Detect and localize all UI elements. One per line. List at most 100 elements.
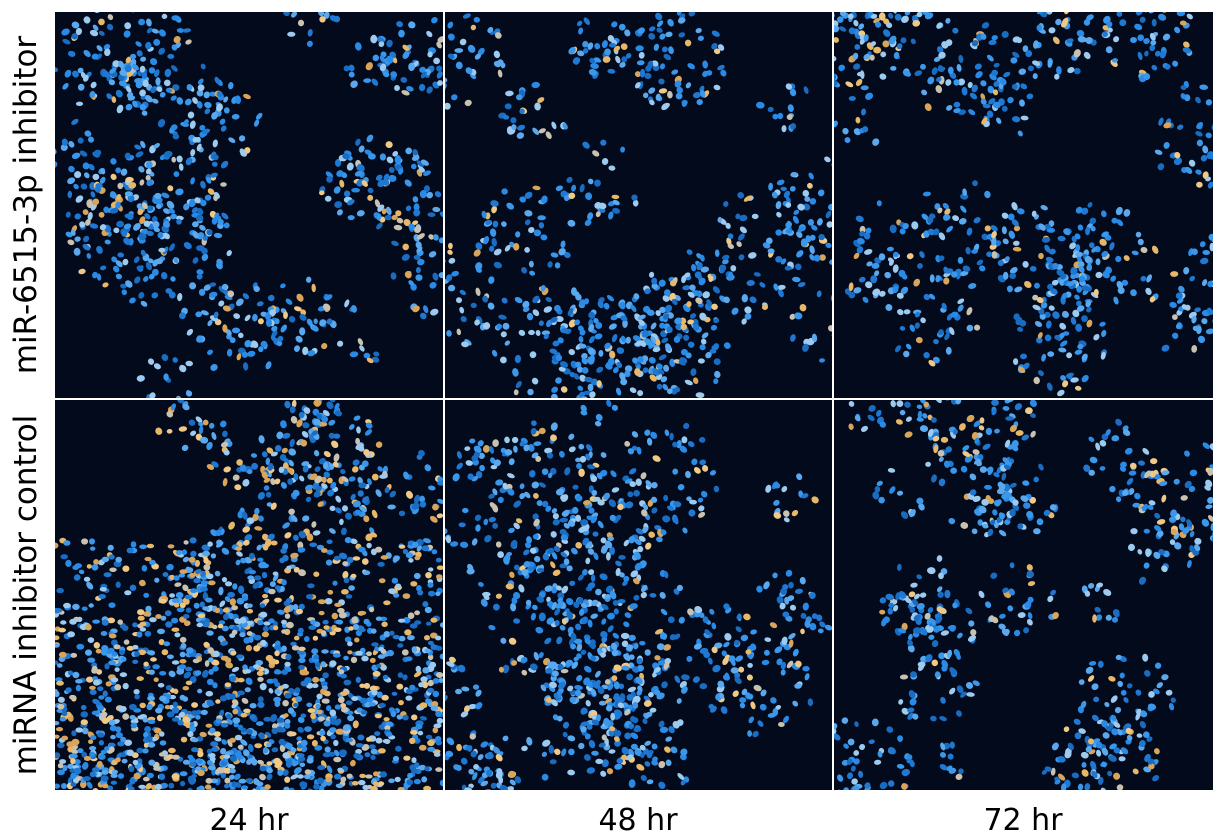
- figure: miR-6515-3p inhibitor miRNA inhibitor co…: [0, 0, 1213, 838]
- cell-nucleus: [206, 573, 213, 579]
- cell-nucleus: [711, 345, 718, 350]
- cell-nucleus: [60, 717, 66, 722]
- cell-nucleus: [334, 556, 341, 561]
- cell-nucleus: [407, 635, 415, 640]
- cell-nucleus: [310, 0, 320, 6]
- cell-nucleus: [272, 678, 278, 683]
- cell-nucleus: [398, 672, 403, 678]
- cell-nucleus: [143, 717, 149, 722]
- cell-nucleus: [374, 731, 380, 736]
- cell-nucleus: [881, 1, 888, 10]
- cell-nucleus: [72, 739, 80, 746]
- cell-nucleus: [206, 700, 213, 705]
- cell-nucleus: [317, 778, 324, 785]
- cell-nucleus: [359, 611, 366, 615]
- cell-nucleus: [285, 613, 290, 619]
- cell-nucleus: [371, 642, 379, 646]
- cell-nucleus: [339, 749, 347, 756]
- cell-nucleus: [43, 128, 52, 137]
- cell-nucleus: [447, 811, 455, 818]
- cell-nucleus: [103, 691, 108, 697]
- cell-nucleus: [393, 635, 400, 639]
- cell-nucleus: [111, 773, 118, 778]
- cell-nucleus: [308, 708, 316, 713]
- cell-nucleus: [90, 547, 95, 551]
- cell-nucleus: [124, 639, 130, 644]
- cell-nucleus: [376, 664, 381, 668]
- cell-nucleus: [155, 708, 162, 714]
- cell-nucleus: [353, 624, 359, 630]
- cell-nucleus: [197, 623, 204, 627]
- cell-nucleus: [92, 711, 100, 716]
- cell-nucleus: [1076, 2, 1084, 11]
- cell-nucleus: [435, 767, 442, 772]
- cell-nucleus: [108, 545, 114, 551]
- cell-nucleus: [198, 613, 205, 618]
- cell-nucleus: [92, 666, 98, 672]
- cell-nucleus: [124, 590, 131, 595]
- cell-nucleus: [397, 643, 403, 648]
- cell-nucleus: [155, 784, 162, 790]
- cell-nucleus: [129, 778, 135, 784]
- cell-nucleus: [71, 730, 76, 736]
- cell-nucleus: [147, 773, 154, 778]
- cell-nucleus: [268, 618, 274, 623]
- cell-nucleus: [106, 681, 112, 686]
- cell-nucleus: [287, 32, 295, 37]
- cell-nucleus: [194, 806, 202, 815]
- cell-nucleus: [282, 752, 290, 759]
- cell-nucleus: [432, 549, 438, 554]
- cell-nucleus: [163, 641, 170, 646]
- cell-nucleus: [89, 752, 95, 758]
- cell-nucleus: [132, 622, 138, 627]
- cell-nucleus: [248, 570, 256, 574]
- cell-nucleus: [145, 631, 152, 637]
- cell-nucleus: [260, 766, 267, 772]
- cell-nucleus: [358, 547, 366, 553]
- cell-nucleus: [371, 749, 378, 755]
- cell-nucleus: [448, 243, 453, 249]
- cell-nucleus: [207, 679, 214, 685]
- cell-nucleus: [280, 548, 287, 554]
- cell-nucleus: [430, 618, 437, 623]
- cell-nucleus: [60, 554, 68, 559]
- cell-nucleus: [298, 547, 305, 552]
- cell-nucleus: [89, 538, 95, 544]
- cell-nucleus: [295, 696, 302, 702]
- micrograph-panel: [36, 0, 476, 405]
- cell-nucleus: [437, 718, 443, 724]
- cell-nucleus: [1067, 0, 1076, 9]
- cell-nucleus: [257, 671, 264, 676]
- cell-nucleus: [221, 656, 229, 661]
- cell-nucleus: [98, 754, 105, 760]
- cell-nucleus: [101, 631, 108, 636]
- cell-nucleus: [365, 774, 373, 778]
- cell-nucleus: [99, 740, 104, 746]
- cell-nucleus: [185, 667, 192, 672]
- cell-nucleus: [72, 604, 80, 610]
- cell-nucleus: [70, 758, 75, 764]
- cell-nucleus: [242, 352, 248, 358]
- cell-nucleus: [57, 743, 65, 749]
- cell-nucleus: [263, 626, 269, 632]
- cell-nucleus: [1088, 0, 1098, 10]
- cell-nucleus: [279, 558, 285, 564]
- cell-nucleus: [143, 593, 149, 598]
- cell-nucleus: [947, 0, 957, 9]
- cell-nucleus: [323, 625, 329, 630]
- cell-nucleus: [222, 641, 228, 646]
- cell-nucleus: [376, 617, 382, 621]
- cell-nucleus: [281, 669, 288, 675]
- cell-nucleus: [45, 121, 54, 129]
- cell-nucleus: [232, 630, 238, 635]
- cell-nucleus: [180, 652, 186, 658]
- cell-nucleus: [158, 683, 165, 688]
- cell-nucleus: [84, 756, 91, 761]
- cell-nucleus: [410, 623, 418, 628]
- cell-nucleus: [139, 580, 146, 586]
- cell-nucleus: [203, 557, 208, 564]
- cell-nucleus: [97, 733, 104, 738]
- cell-nucleus: [373, 781, 378, 786]
- cell-nucleus: [92, 620, 100, 624]
- cell-nucleus: [63, 603, 71, 609]
